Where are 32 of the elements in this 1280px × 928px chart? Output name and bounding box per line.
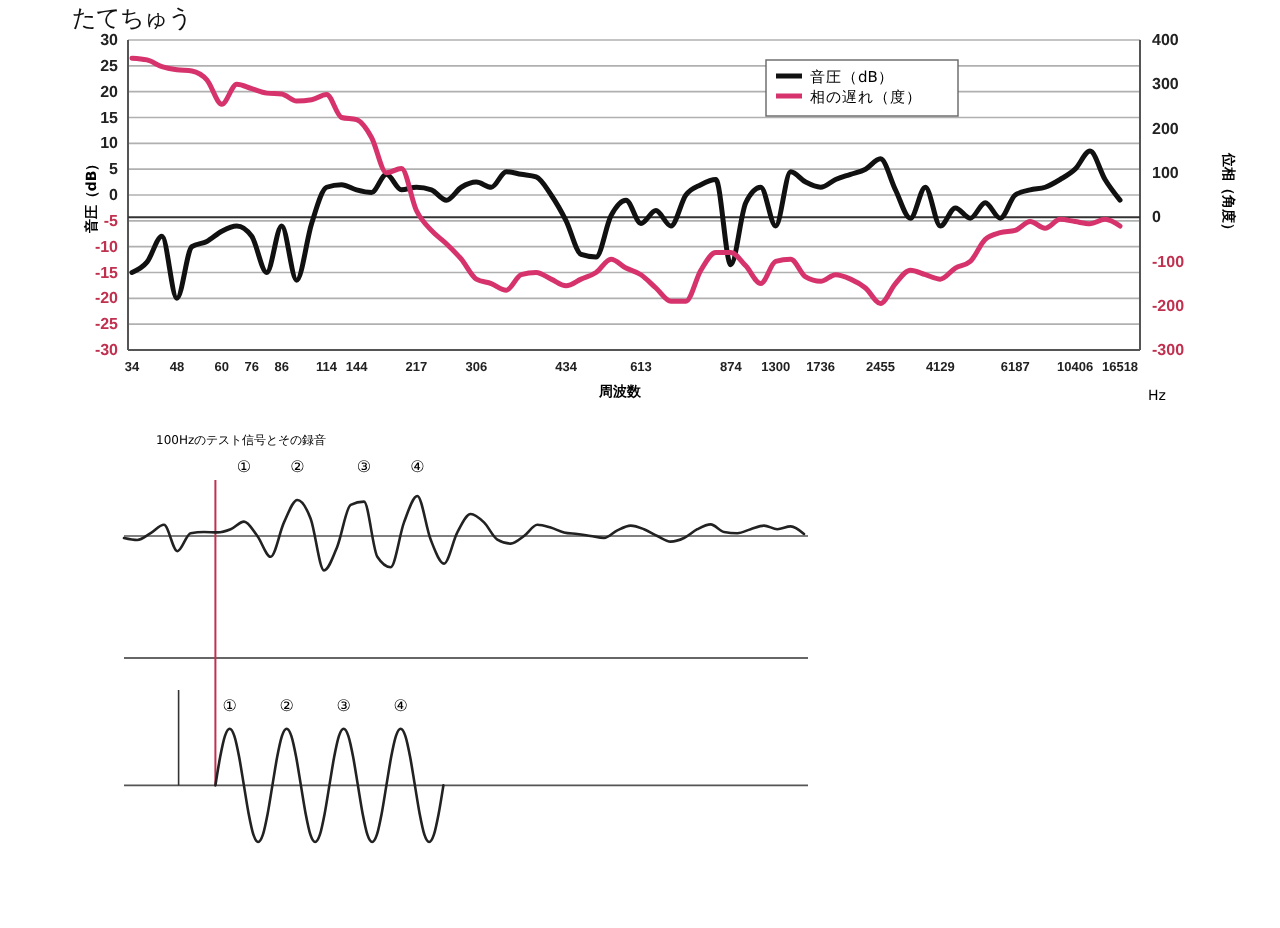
y-tick-label: 15	[100, 108, 120, 127]
y-tick-label: -5	[103, 211, 120, 230]
text: ④	[393, 696, 408, 715]
line-series	[129, 148, 1123, 301]
text: ①	[236, 458, 252, 476]
y-tick-label: 5	[109, 160, 120, 179]
y-tick-label: 10	[100, 134, 120, 153]
y2-tick-label: -300	[1152, 341, 1186, 360]
text: ①	[222, 696, 237, 715]
y-tick-label: -25	[94, 315, 120, 334]
y-tick-label: 25	[100, 56, 120, 75]
y-tick-label: 20	[100, 82, 120, 101]
y2-tick-label: 100	[1152, 163, 1180, 182]
y2-tick-label: -100	[1152, 252, 1186, 271]
text: ③	[336, 696, 351, 715]
y2-tick-label: 200	[1152, 119, 1180, 138]
line-series	[129, 55, 1123, 306]
y2-tick-label: -200	[1152, 296, 1186, 315]
y-tick-label: -20	[94, 289, 120, 308]
y2-tick-label: 0	[1152, 208, 1162, 227]
text: ④	[410, 458, 425, 476]
text: ③	[356, 458, 372, 476]
y-tick-label: -30	[94, 341, 120, 360]
y2-tick-label: 400	[1152, 31, 1180, 50]
y-tick-label: 0	[109, 186, 120, 205]
y2-tick-label: 300	[1152, 75, 1180, 94]
text: ②	[290, 458, 305, 476]
text: ②	[279, 696, 294, 715]
y-tick-label: -15	[94, 263, 120, 282]
y-tick-label: 30	[100, 31, 120, 50]
chart-title: たてちゅう	[72, 4, 192, 32]
y-tick-label: -10	[94, 237, 120, 256]
